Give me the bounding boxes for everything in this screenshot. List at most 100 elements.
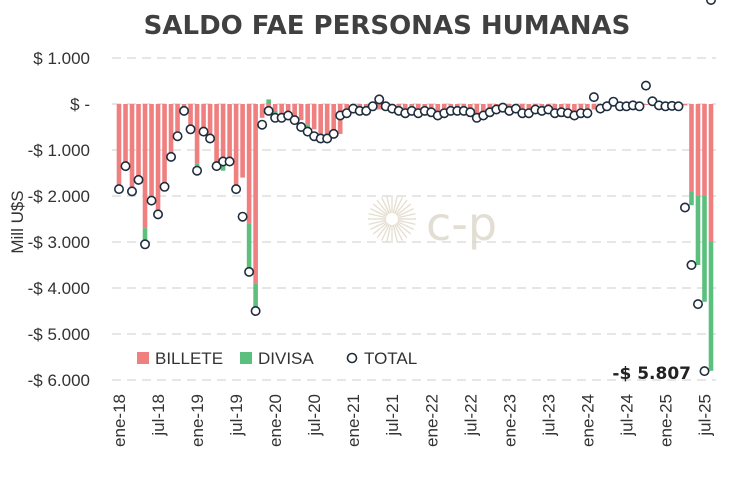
- bar-billete: [298, 104, 304, 121]
- bar-billete: [168, 104, 174, 157]
- bar-billete: [285, 104, 291, 114]
- watermark-text: c-p: [426, 197, 497, 251]
- bar-divisa: [702, 196, 707, 302]
- total-marker: [341, 108, 352, 119]
- x-tick-label: jul-18: [149, 394, 168, 437]
- bar-billete: [272, 104, 278, 111]
- total-marker: [367, 101, 378, 112]
- bar-billete: [253, 104, 258, 284]
- total-marker: [322, 133, 333, 144]
- total-marker: [127, 186, 138, 197]
- total-marker: [205, 133, 216, 144]
- watermark-ray: [370, 207, 387, 218]
- bar-billete: [129, 104, 135, 192]
- bar-divisa: [305, 124, 310, 127]
- total-marker: [179, 105, 190, 116]
- bar-billete: [474, 104, 480, 117]
- x-tick-label: jul-19: [227, 394, 246, 437]
- bar-divisa: [142, 228, 148, 245]
- watermark-ray: [380, 197, 391, 214]
- bar-divisa: [708, 242, 714, 371]
- total-marker: [588, 92, 599, 103]
- total-markers: [114, 0, 716, 377]
- watermark-ray: [372, 222, 388, 235]
- watermark-ray: [396, 203, 412, 216]
- watermark-ray: [393, 197, 404, 214]
- bar-billete: [695, 104, 701, 196]
- bar-billete: [246, 104, 252, 224]
- bar-billete: [292, 104, 297, 118]
- watermark-ray: [393, 224, 404, 241]
- bar-billete: [220, 104, 226, 160]
- y-tick-label: -$ 6.000: [28, 371, 90, 390]
- y-tick-label: -$ 3.000: [28, 233, 90, 252]
- watermark-ray: [397, 207, 414, 218]
- total-marker: [231, 184, 242, 195]
- bar-billete: [585, 104, 590, 113]
- total-marker: [172, 131, 183, 142]
- total-marker: [192, 165, 203, 176]
- bar-billete: [591, 104, 597, 110]
- watermark-ray: [397, 212, 416, 219]
- bar-divisa: [689, 191, 694, 206]
- x-tick-label: jul-22: [461, 394, 480, 437]
- y-tick-label: $ 1.000: [33, 49, 90, 68]
- watermark-ray: [397, 220, 414, 231]
- x-axis-ticks: ene-18 jul-18 ene-19 jul-19 ene-20 jul-20 ene-…: [110, 394, 715, 447]
- bar-billete: [142, 104, 148, 229]
- watermark-ray: [385, 224, 392, 243]
- total-marker: [374, 94, 385, 105]
- watermark-ray: [380, 224, 391, 241]
- x-tick-label: jul-24: [617, 394, 636, 437]
- bar-divisa: [272, 110, 278, 114]
- watermark-ray: [368, 219, 387, 226]
- bar-billete: [481, 104, 486, 116]
- chart-title: SALDO FAE PERSONAS HUMANAS: [144, 11, 631, 41]
- bar-billete: [214, 104, 219, 167]
- total-marker: [601, 101, 612, 112]
- bar-divisa: [695, 196, 701, 265]
- x-tick-label: ene-21: [344, 394, 363, 447]
- bar-billete: [435, 104, 441, 115]
- total-marker: [211, 161, 222, 172]
- total-marker: [582, 108, 593, 119]
- x-tick-label: ene-23: [500, 394, 519, 447]
- bar-billete: [227, 104, 232, 162]
- bar-billete: [194, 104, 200, 164]
- x-tick-label: jul-21: [383, 394, 402, 437]
- legend-swatch-total: [346, 352, 358, 364]
- bar-billete: [708, 104, 714, 242]
- watermark-ray: [395, 199, 408, 215]
- bar-billete: [643, 104, 649, 105]
- bar-billete: [279, 104, 284, 116]
- bar-billete: [682, 104, 688, 106]
- total-marker: [166, 151, 177, 162]
- watermark-burst-icon: [368, 195, 416, 243]
- bar-billete: [207, 104, 213, 139]
- bar-billete: [311, 104, 317, 130]
- bar-billete: [324, 104, 330, 137]
- x-tick-label: jul-25: [696, 394, 715, 437]
- watermark-ray: [376, 199, 389, 215]
- total-marker: [673, 101, 684, 112]
- x-tick-label: ene-20: [266, 394, 285, 447]
- watermark-ray: [385, 195, 392, 214]
- bar-divisa: [266, 99, 271, 104]
- total-marker: [692, 299, 703, 310]
- legend-label-divisa: DIVISA: [258, 349, 314, 368]
- legend-swatch-divisa: [240, 352, 252, 364]
- total-marker: [289, 115, 300, 126]
- bar-billete: [240, 104, 245, 178]
- total-marker: [146, 195, 157, 206]
- y-axis-ticks: $ 1.000 $ - -$ 1.000 -$ 2.000 -$ 3.000 -$ 4.0…: [28, 49, 90, 390]
- total-marker: [679, 202, 690, 213]
- total-marker: [640, 80, 651, 91]
- total-marker: [296, 122, 307, 133]
- y-axis-label: Mill U$S: [8, 190, 27, 253]
- total-marker: [140, 239, 151, 250]
- total-marker: [699, 366, 710, 377]
- bar-billete: [572, 104, 577, 115]
- total-marker: [328, 128, 339, 139]
- total-marker: [153, 209, 164, 220]
- total-marker: [263, 105, 274, 116]
